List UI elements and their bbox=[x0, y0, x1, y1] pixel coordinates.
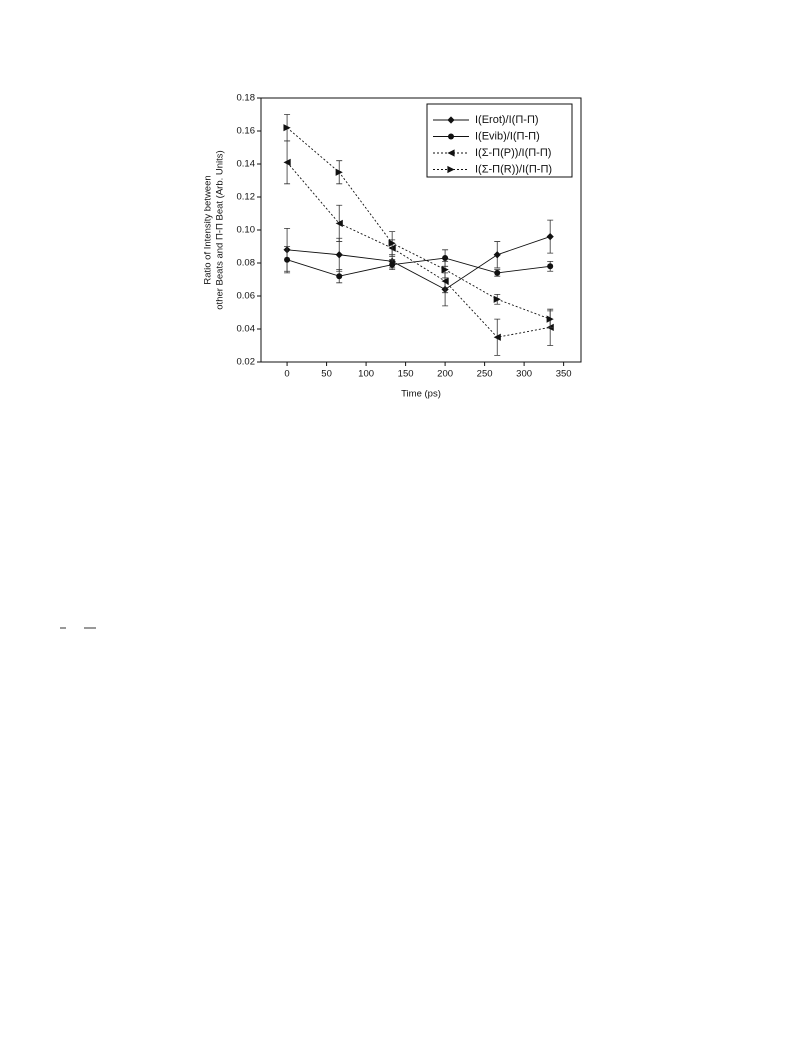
point bbox=[335, 168, 343, 176]
point bbox=[283, 158, 291, 166]
point bbox=[547, 263, 554, 270]
legend-box bbox=[426, 103, 573, 178]
point bbox=[389, 261, 396, 268]
point bbox=[336, 273, 343, 280]
x-tick-label: 0 bbox=[284, 369, 289, 380]
x-tick-label: 200 bbox=[437, 369, 453, 380]
point bbox=[441, 277, 449, 285]
point bbox=[335, 219, 343, 227]
point bbox=[493, 295, 501, 303]
y-tick-label: 0.08 bbox=[237, 258, 256, 269]
series-line bbox=[286, 257, 551, 277]
x-tick-label: 350 bbox=[556, 369, 572, 380]
series-line bbox=[287, 236, 551, 290]
legend-marker bbox=[448, 133, 454, 140]
x-tick-label: 50 bbox=[321, 369, 332, 380]
y-tick-label: 0.12 bbox=[237, 192, 256, 203]
x-tick-label: 250 bbox=[477, 369, 493, 380]
point bbox=[388, 239, 396, 247]
legend-marker bbox=[447, 116, 455, 124]
x-tick-label: 150 bbox=[398, 369, 414, 380]
point bbox=[283, 124, 291, 132]
legend-label: I(Σ-Π(R))/I(Π-Π) bbox=[475, 163, 552, 175]
legend-label: I(Evib)/I(Π-Π) bbox=[475, 130, 540, 142]
point bbox=[493, 333, 501, 341]
point bbox=[546, 233, 554, 241]
legend-label: I(Σ-Π(P))/I(Π-Π) bbox=[475, 147, 551, 159]
legend-label: I(Erot)/I(Π-Π) bbox=[475, 114, 539, 126]
y-tick-label: 0.10 bbox=[237, 225, 256, 236]
y-tick-label: 0.06 bbox=[237, 291, 256, 302]
point bbox=[284, 256, 291, 263]
y-tick-label: 0.18 bbox=[237, 93, 256, 104]
x-axis-label: Time (ps) bbox=[401, 389, 441, 400]
point bbox=[493, 251, 501, 259]
legend-marker bbox=[447, 165, 455, 174]
y-tick-label: 0.02 bbox=[237, 357, 256, 368]
point bbox=[441, 266, 449, 274]
point bbox=[335, 251, 343, 259]
point bbox=[442, 255, 449, 262]
x-tick-label: 300 bbox=[516, 369, 532, 380]
y-axis-label: Ratio of Intensity between bbox=[203, 175, 214, 284]
y-tick-label: 0.04 bbox=[237, 324, 256, 335]
x-tick-label: 100 bbox=[358, 369, 374, 380]
legend-marker bbox=[447, 149, 455, 157]
series-line bbox=[286, 162, 551, 338]
y-tick-label: 0.14 bbox=[237, 159, 256, 170]
y-tick-label: 0.16 bbox=[237, 126, 256, 137]
y-axis-label: other Beats and Π-Π Beat (Arb. Units) bbox=[215, 150, 226, 309]
point bbox=[494, 269, 501, 276]
point bbox=[546, 315, 554, 323]
series-line bbox=[286, 127, 551, 320]
